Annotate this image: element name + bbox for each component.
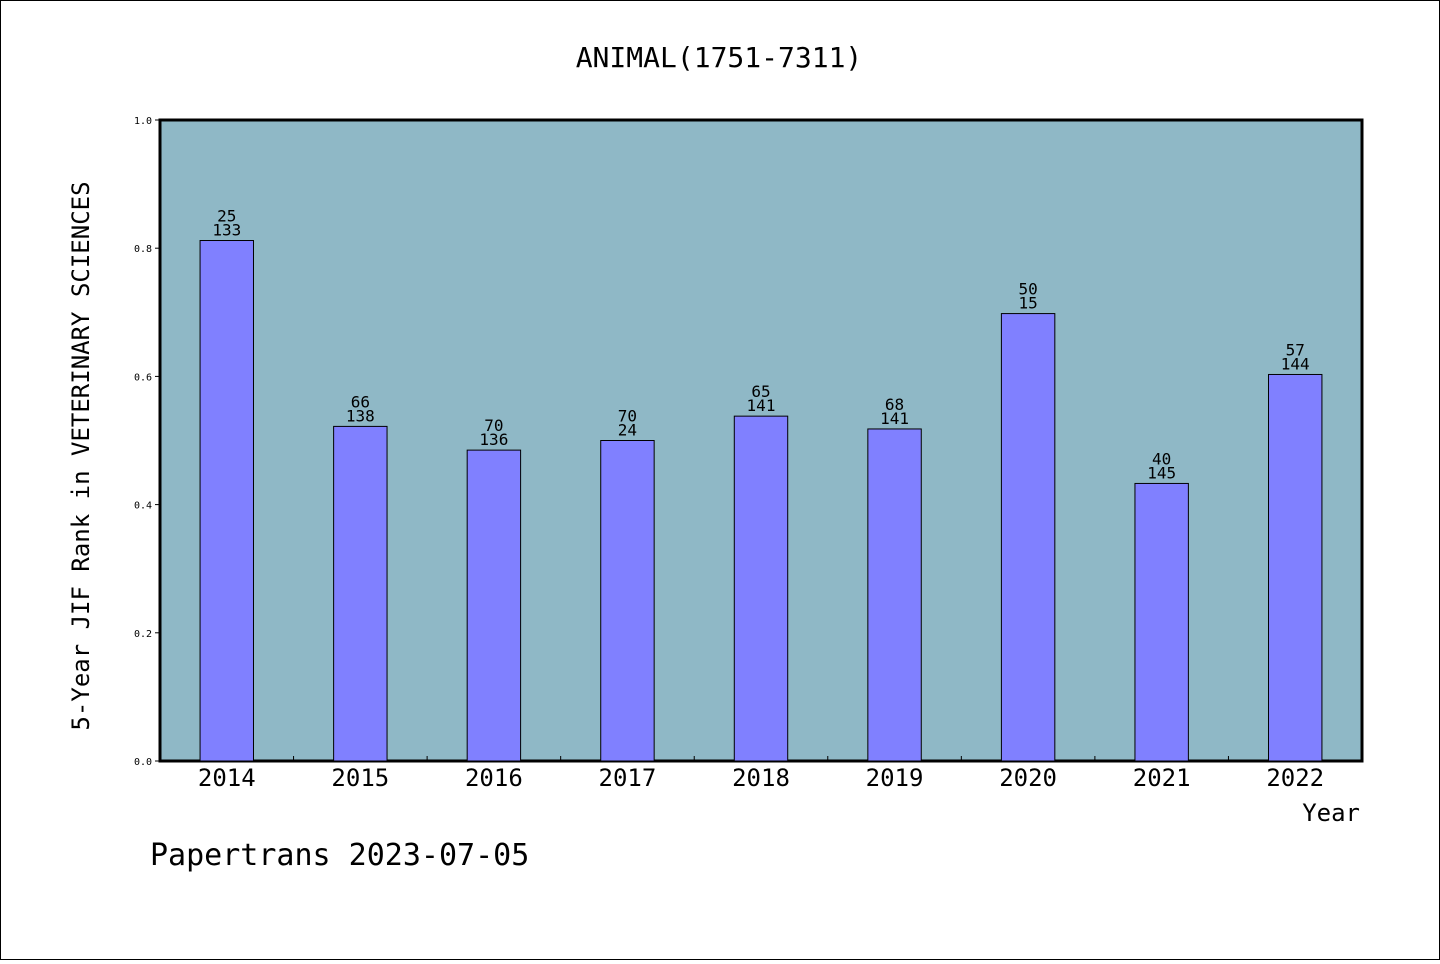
bar-2016 (466, 449, 522, 762)
data-label-top: 25 (217, 207, 236, 226)
x-axis-label: Year (1302, 799, 1360, 827)
y-tick-label: 0.6 (134, 372, 152, 383)
data-label-top: 40 (1152, 449, 1171, 468)
x-tick-label: 2017 (599, 764, 657, 792)
y-axis-label: 5-Year JIF Rank in VETERINARY SCIENCES (67, 181, 95, 730)
data-label-top: 50 (1018, 280, 1037, 299)
data-label-bottom: 145 (1147, 463, 1176, 482)
x-tick-label: 2020 (999, 764, 1057, 792)
y-axis: 0.0 0.2 0.4 0.6 0.8 1.0 (134, 116, 160, 768)
y-tick-label: 0.8 (134, 244, 152, 255)
bar-2019 (867, 428, 922, 762)
data-label-top: 57 (1286, 340, 1305, 359)
bar-2014 (199, 240, 254, 762)
data-label-top: 70 (618, 407, 637, 426)
x-tick-label: 2021 (1133, 764, 1191, 792)
x-tick-label: 2018 (732, 764, 790, 792)
x-tick-label: 2019 (866, 764, 924, 792)
bar-2018 (733, 415, 789, 762)
bar-2021 (1134, 482, 1189, 762)
bar-2020 (1000, 313, 1056, 762)
bar-2022 (1268, 373, 1323, 762)
data-label-bottom: 144 (1281, 354, 1310, 373)
x-tick-label: 2014 (198, 764, 256, 792)
data-label-bottom: 15 (1018, 294, 1037, 313)
data-label-bottom: 133 (212, 221, 241, 240)
data-label-bottom: 136 (479, 430, 508, 449)
data-label-top: 66 (351, 392, 370, 411)
x-tick-label: 2015 (331, 764, 389, 792)
y-tick-label: 0.0 (134, 757, 152, 768)
data-label-bottom: 141 (880, 409, 909, 428)
bar-2015 (333, 425, 388, 762)
data-label-top: 68 (885, 395, 904, 414)
chart-title: ANIMAL(1751-7311) (576, 41, 863, 74)
y-tick-label: 1.0 (134, 116, 152, 127)
data-label-top: 65 (751, 382, 770, 401)
x-tick-label: 2022 (1266, 764, 1324, 792)
x-tick-label: 2016 (465, 764, 523, 792)
x-axis: 2014 2015 2016 2017 2018 2019 2020 2021 2022 (198, 756, 1324, 792)
data-label-top: 70 (484, 416, 503, 435)
y-tick-label: 0.4 (134, 501, 152, 512)
bar-2017 (600, 440, 655, 762)
data-label-bottom: 141 (747, 396, 776, 415)
y-tick-label: 0.2 (134, 629, 152, 640)
data-label-bottom: 24 (618, 421, 637, 440)
footer-text: Papertrans 2023-07-05 (150, 838, 529, 873)
data-label-bottom: 138 (346, 406, 375, 425)
